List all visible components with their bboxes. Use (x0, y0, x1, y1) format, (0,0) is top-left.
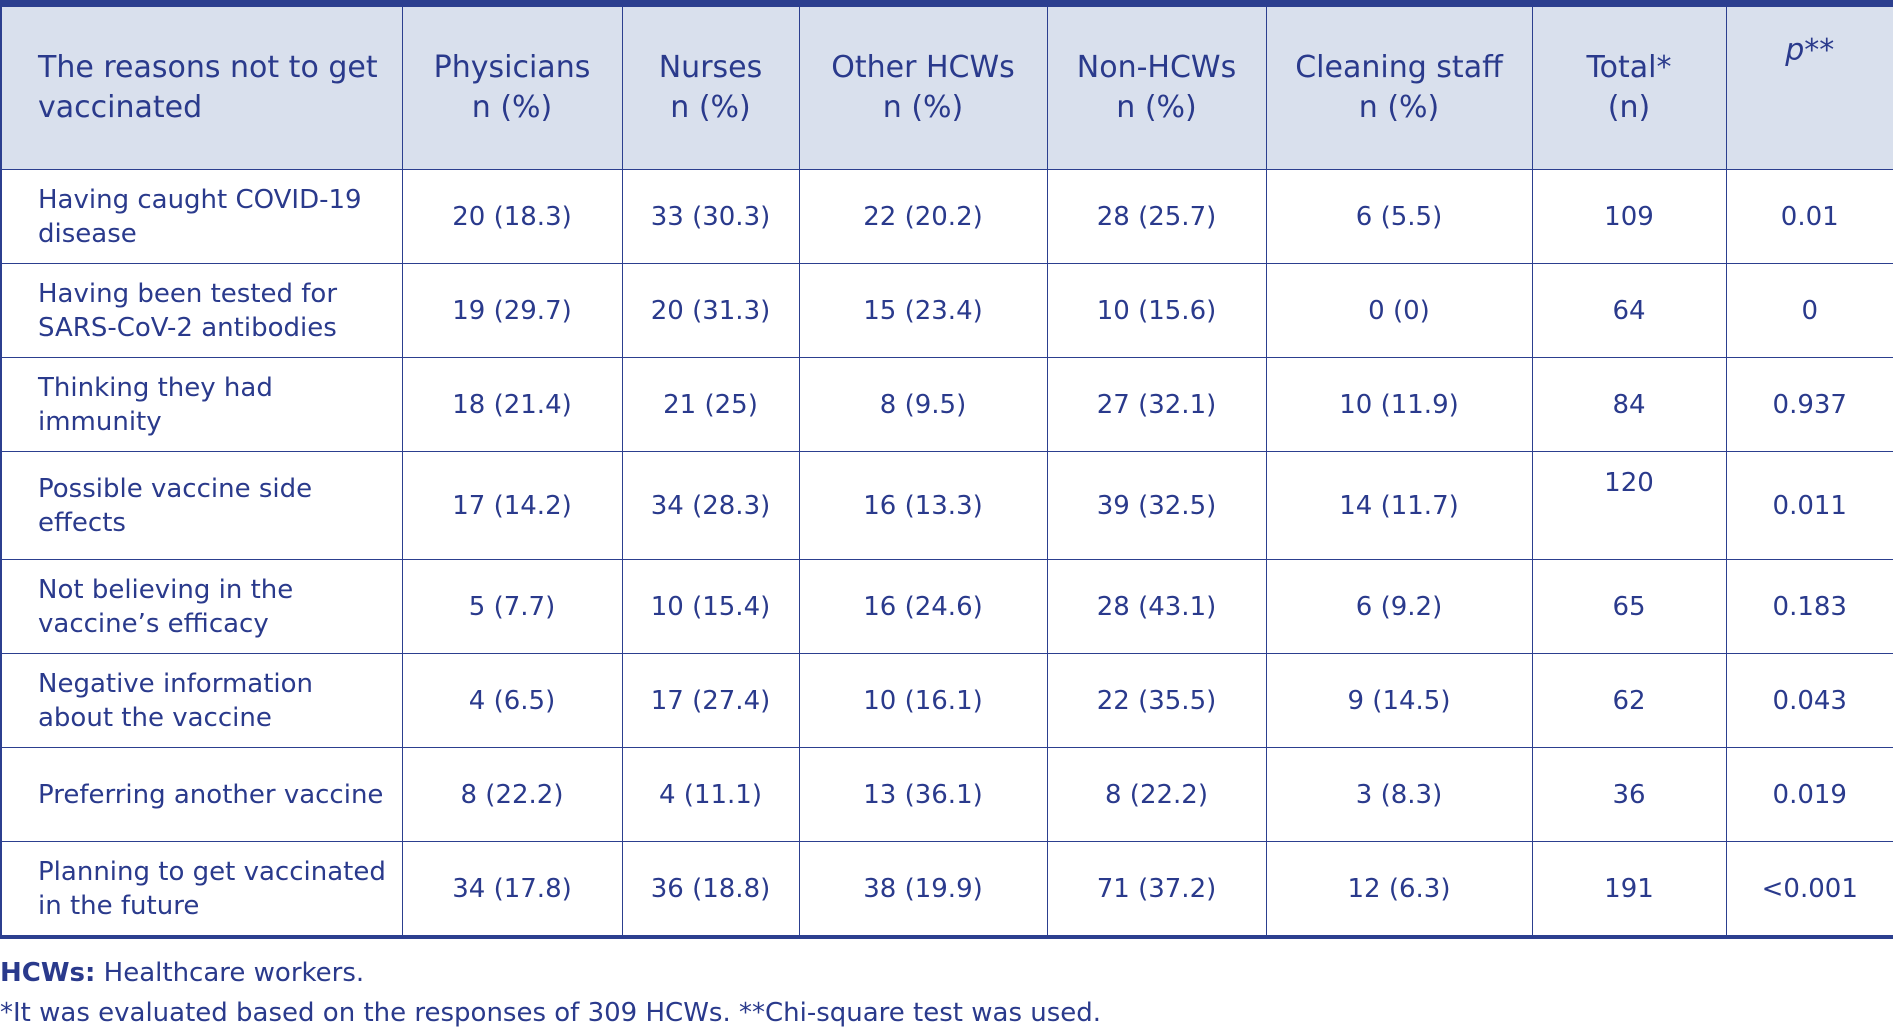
cell-p: 0.043 (1725, 653, 1893, 748)
cell-other-hcws: 16 (13.3) (798, 451, 1048, 560)
cell-nurses: 20 (31.3) (621, 263, 800, 358)
table-row: Preferring another vaccine 8 (22.2) 4 (1… (0, 747, 1893, 842)
cell-other-hcws: 10 (16.1) (798, 653, 1048, 748)
cell-non-hcws: 28 (43.1) (1046, 559, 1267, 654)
cell-cleaning: 10 (11.9) (1265, 357, 1533, 452)
cell-total: 36 (1531, 747, 1727, 842)
cell-physicians: 34 (17.8) (401, 841, 623, 938)
table-row: Negative information about the vaccine 4 … (0, 653, 1893, 748)
cell-cleaning: 6 (5.5) (1265, 169, 1533, 264)
cell-total: 84 (1531, 357, 1727, 452)
cell-physicians: 19 (29.7) (401, 263, 623, 358)
cell-reason: Having been tested for SARS-CoV-2 antibod… (0, 263, 403, 358)
cell-physicians: 4 (6.5) (401, 653, 623, 748)
cell-physicians: 20 (18.3) (401, 169, 623, 264)
cell-reason: Preferring another vaccine (0, 747, 403, 842)
cell-total: 64 (1531, 263, 1727, 358)
cell-non-hcws: 8 (22.2) (1046, 747, 1267, 842)
table-row: Planning to get vaccinated in the future … (0, 841, 1893, 938)
cell-p: 0.183 (1725, 559, 1893, 654)
cell-nurses: 10 (15.4) (621, 559, 800, 654)
cell-p: 0.937 (1725, 357, 1893, 452)
cell-reason: Having caught COVID-19 disease (0, 169, 403, 264)
table-row: Having been tested for SARS-CoV-2 antibod… (0, 263, 1893, 358)
cell-reason: Not believing in the vaccine’s efficacy (0, 559, 403, 654)
cell-physicians: 17 (14.2) (401, 451, 623, 560)
vaccination-reasons-table: The reasons not to get vaccinated Physici… (0, 0, 1893, 939)
cell-p: 0.01 (1725, 169, 1893, 264)
abbreviation-note: HCWs: Healthcare workers. (0, 953, 1893, 993)
table-row: Having caught COVID-19 disease 20 (18.3) … (0, 169, 1893, 264)
cell-nurses: 33 (30.3) (621, 169, 800, 264)
cell-p: <0.001 (1725, 841, 1893, 938)
cell-non-hcws: 28 (25.7) (1046, 169, 1267, 264)
table-row: Not believing in the vaccine’s efficacy 5… (0, 559, 1893, 654)
header-p-value: p** (1725, 3, 1893, 170)
cell-non-hcws: 39 (32.5) (1046, 451, 1267, 560)
table-row: Thinking they had immunity 18 (21.4) 21 (… (0, 357, 1893, 452)
cell-non-hcws: 71 (37.2) (1046, 841, 1267, 938)
cell-nurses: 34 (28.3) (621, 451, 800, 560)
cell-p: 0.011 (1725, 451, 1893, 560)
cell-cleaning: 0 (0) (1265, 263, 1533, 358)
cell-physicians: 5 (7.7) (401, 559, 623, 654)
cell-non-hcws: 22 (35.5) (1046, 653, 1267, 748)
cell-cleaning: 6 (9.2) (1265, 559, 1533, 654)
abbreviation-definition: Healthcare workers. (95, 958, 365, 988)
table-row: Possible vaccine side effects 17 (14.2) 3… (0, 451, 1893, 560)
cell-reason: Thinking they had immunity (0, 357, 403, 452)
cell-other-hcws: 8 (9.5) (798, 357, 1048, 452)
cell-cleaning: 14 (11.7) (1265, 451, 1533, 560)
cell-total: 62 (1531, 653, 1727, 748)
cell-non-hcws: 10 (15.6) (1046, 263, 1267, 358)
cell-nurses: 4 (11.1) (621, 747, 800, 842)
cell-nurses: 21 (25) (621, 357, 800, 452)
header-reason: The reasons not to get vaccinated (0, 3, 403, 170)
cell-reason: Negative information about the vaccine (0, 653, 403, 748)
header-non-hcws: Non-HCWs n (%) (1046, 3, 1267, 170)
cell-total: 120 (1531, 451, 1727, 560)
header-total: Total* (n) (1531, 3, 1727, 170)
cell-physicians: 8 (22.2) (401, 747, 623, 842)
cell-other-hcws: 16 (24.6) (798, 559, 1048, 654)
table-footnotes: HCWs: Healthcare workers. *It was evalua… (0, 953, 1893, 1033)
abbreviation-term: HCWs: (0, 958, 96, 988)
method-note: *It was evaluated based on the responses… (0, 998, 1102, 1028)
header-other-hcws: Other HCWs n (%) (798, 3, 1048, 170)
cell-other-hcws: 13 (36.1) (798, 747, 1048, 842)
cell-cleaning: 9 (14.5) (1265, 653, 1533, 748)
cell-p: 0 (1725, 263, 1893, 358)
cell-reason: Possible vaccine side effects (0, 451, 403, 560)
header-cleaning-staff: Cleaning staff n (%) (1265, 3, 1533, 170)
cell-cleaning: 3 (8.3) (1265, 747, 1533, 842)
cell-reason: Planning to get vaccinated in the future (0, 841, 403, 938)
cell-total: 191 (1531, 841, 1727, 938)
header-row: The reasons not to get vaccinated Physici… (0, 3, 1893, 170)
cell-p: 0.019 (1725, 747, 1893, 842)
cell-other-hcws: 22 (20.2) (798, 169, 1048, 264)
cell-cleaning: 12 (6.3) (1265, 841, 1533, 938)
cell-physicians: 18 (21.4) (401, 357, 623, 452)
header-nurses: Nurses n (%) (621, 3, 800, 170)
cell-nurses: 17 (27.4) (621, 653, 800, 748)
cell-non-hcws: 27 (32.1) (1046, 357, 1267, 452)
cell-other-hcws: 38 (19.9) (798, 841, 1048, 938)
cell-nurses: 36 (18.8) (621, 841, 800, 938)
header-physicians: Physicians n (%) (401, 3, 623, 170)
cell-total: 65 (1531, 559, 1727, 654)
cell-other-hcws: 15 (23.4) (798, 263, 1048, 358)
cell-total: 109 (1531, 169, 1727, 264)
